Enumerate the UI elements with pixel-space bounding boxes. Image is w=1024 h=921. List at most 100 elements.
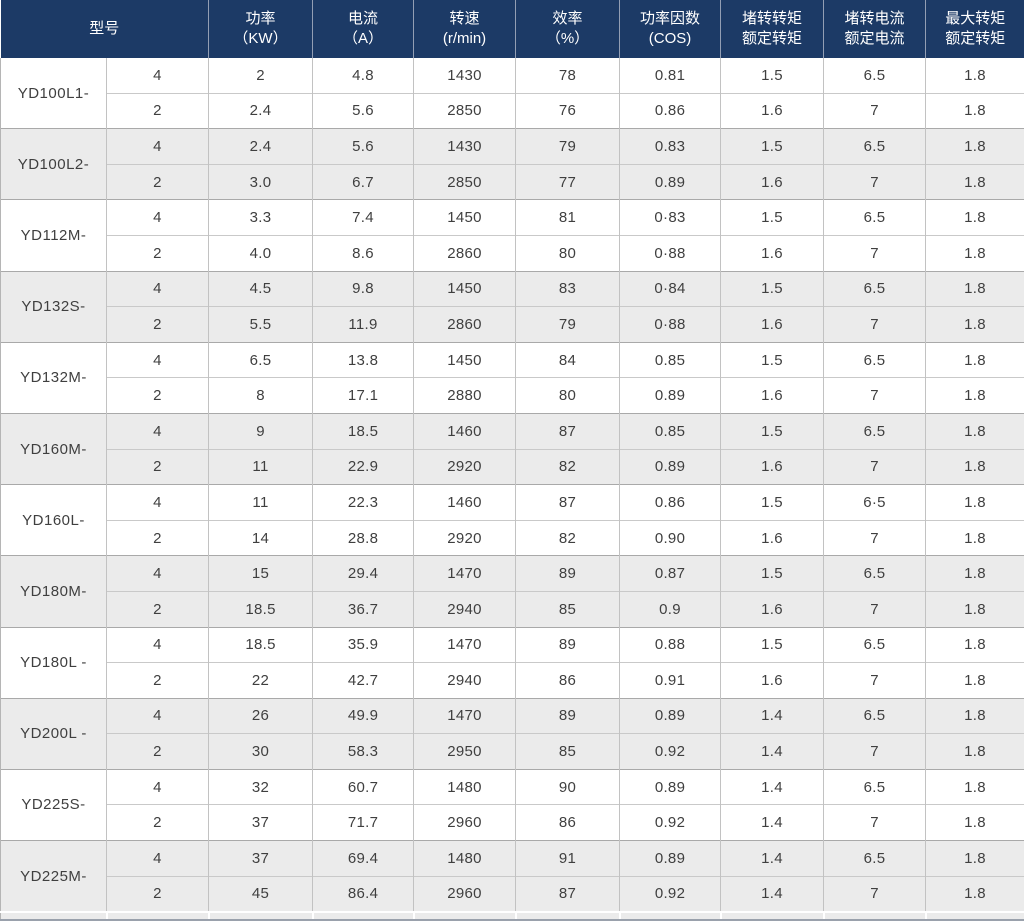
pole-cell: 2 [107, 307, 209, 343]
data-cell: 0.89 [620, 769, 721, 805]
data-cell: 30 [209, 734, 313, 770]
data-cell: 4.0 [209, 235, 313, 271]
data-cell: 79 [516, 307, 620, 343]
data-cell: 2860 [414, 307, 516, 343]
data-cell: 2960 [414, 805, 516, 841]
data-cell: 1.8 [926, 556, 1024, 592]
data-cell: 1470 [414, 556, 516, 592]
partial-row [1, 912, 1024, 920]
model-cell: YD112M- [1, 200, 107, 271]
data-cell: 8.6 [313, 235, 414, 271]
data-cell: 0.89 [620, 449, 721, 485]
data-cell: 1.5 [721, 271, 824, 307]
data-cell: 6.5 [824, 698, 926, 734]
data-cell: 11.9 [313, 307, 414, 343]
data-cell: 90 [516, 769, 620, 805]
data-cell: 7 [824, 876, 926, 912]
pole-cell: 4 [107, 769, 209, 805]
data-cell: 45 [209, 876, 313, 912]
partial-cell [926, 912, 1024, 920]
data-cell: 0·88 [620, 307, 721, 343]
pole-cell: 2 [107, 876, 209, 912]
data-cell: 1.6 [721, 520, 824, 556]
model-cell: YD225M- [1, 841, 107, 913]
header-locked-torque-ratio: 堵转转矩 额定转矩 [721, 0, 824, 58]
data-cell: 2.4 [209, 93, 313, 129]
data-cell: 0.91 [620, 663, 721, 699]
data-cell: 1.5 [721, 413, 824, 449]
data-cell: 6.5 [824, 769, 926, 805]
data-cell: 0.83 [620, 129, 721, 165]
data-cell: 7 [824, 591, 926, 627]
pole-cell: 4 [107, 841, 209, 877]
data-cell: 69.4 [313, 841, 414, 877]
data-cell: 0.86 [620, 93, 721, 129]
data-cell: 3.3 [209, 200, 313, 236]
data-cell: 42.7 [313, 663, 414, 699]
data-cell: 6.7 [313, 164, 414, 200]
data-cell: 6.5 [209, 342, 313, 378]
partial-cell [313, 912, 414, 920]
data-cell: 80 [516, 235, 620, 271]
header-efficiency: 效率 （%） [516, 0, 620, 58]
data-cell: 18.5 [209, 591, 313, 627]
data-cell: 1.4 [721, 805, 824, 841]
partial-cell [721, 912, 824, 920]
model-cell: YD132S- [1, 271, 107, 342]
data-cell: 6.5 [824, 342, 926, 378]
data-cell: 1.8 [926, 271, 1024, 307]
data-cell: 6.5 [824, 556, 926, 592]
data-cell: 7 [824, 520, 926, 556]
data-cell: 58.3 [313, 734, 414, 770]
data-cell: 0.85 [620, 342, 721, 378]
data-cell: 1430 [414, 58, 516, 93]
data-cell: 0.85 [620, 413, 721, 449]
data-cell: 7 [824, 663, 926, 699]
pole-cell: 4 [107, 556, 209, 592]
data-cell: 0.92 [620, 876, 721, 912]
data-cell: 7 [824, 449, 926, 485]
data-cell: 1.8 [926, 200, 1024, 236]
data-cell: 1480 [414, 769, 516, 805]
data-cell: 1.6 [721, 663, 824, 699]
data-cell: 87 [516, 485, 620, 521]
pole-cell: 4 [107, 485, 209, 521]
data-cell: 81 [516, 200, 620, 236]
data-cell: 86 [516, 805, 620, 841]
data-cell: 1.8 [926, 485, 1024, 521]
header-speed: 转速 (r/min) [414, 0, 516, 58]
data-cell: 2850 [414, 93, 516, 129]
data-cell: 1460 [414, 413, 516, 449]
data-cell: 5.5 [209, 307, 313, 343]
pole-cell: 2 [107, 378, 209, 414]
model-cell: YD180L - [1, 627, 107, 698]
data-cell: 37 [209, 805, 313, 841]
data-cell: 1.5 [721, 485, 824, 521]
partial-cell [107, 912, 209, 920]
data-cell: 1.6 [721, 591, 824, 627]
pole-cell: 4 [107, 129, 209, 165]
data-cell: 1.4 [721, 734, 824, 770]
pole-cell: 4 [107, 342, 209, 378]
data-cell: 1.8 [926, 164, 1024, 200]
data-cell: 79 [516, 129, 620, 165]
data-cell: 0.87 [620, 556, 721, 592]
partial-cell [516, 912, 620, 920]
data-cell: 9.8 [313, 271, 414, 307]
data-cell: 15 [209, 556, 313, 592]
data-cell: 0.86 [620, 485, 721, 521]
data-cell: 9 [209, 413, 313, 449]
data-cell: 32 [209, 769, 313, 805]
data-cell: 7 [824, 734, 926, 770]
data-cell: 2920 [414, 520, 516, 556]
data-cell: 1.6 [721, 378, 824, 414]
data-cell: 6.5 [824, 271, 926, 307]
data-cell: 2880 [414, 378, 516, 414]
